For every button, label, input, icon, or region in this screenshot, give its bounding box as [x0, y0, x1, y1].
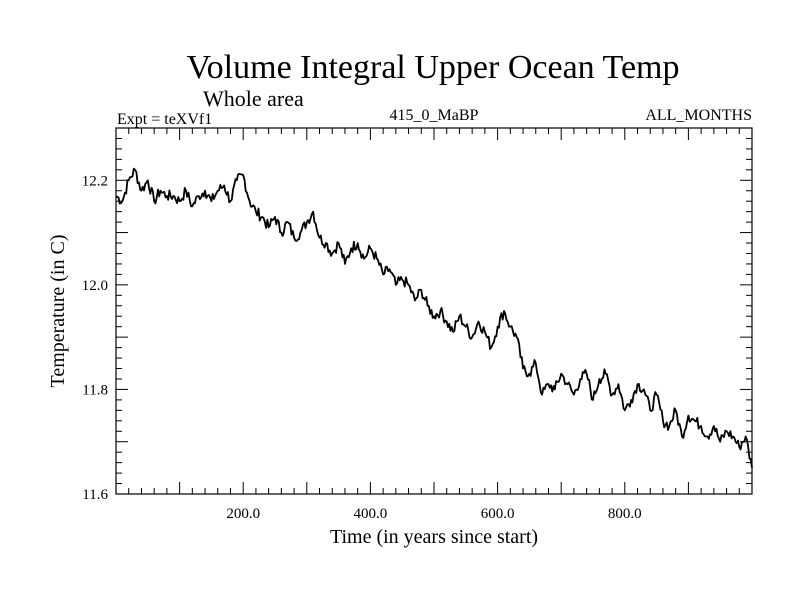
experiment-label: Expt = teXVf1 [117, 111, 212, 128]
chart-title: Volume Integral Upper Ocean Temp [187, 49, 680, 86]
chart-subtitle: Whole area [203, 86, 304, 111]
months-label: ALL_MONTHS [645, 107, 752, 124]
axis-tick-labels: 200.0 400.0 600.0 800.0 11.6 11.8 12.0 12.2 [82, 173, 642, 522]
y-tick-label: 12.2 [82, 173, 108, 189]
run-label: 415_0_MaBP [390, 107, 479, 124]
x-tick-label: 200.0 [226, 506, 260, 522]
y-tick-label: 11.8 [82, 382, 108, 398]
x-tick-label: 800.0 [608, 506, 642, 522]
x-axis-label: Time (in years since start) [330, 526, 538, 548]
y-tick-label: 12.0 [82, 278, 108, 294]
y-tick-label: 11.6 [82, 487, 108, 503]
y-axis-label: Temperature (in C) [47, 235, 69, 388]
x-tick-label: 400.0 [354, 506, 388, 522]
x-tick-label: 600.0 [481, 506, 515, 522]
series-line-temperature [115, 167, 753, 469]
axis-ticks [116, 128, 752, 494]
series-group [115, 167, 753, 469]
plot-frame [115, 127, 753, 495]
